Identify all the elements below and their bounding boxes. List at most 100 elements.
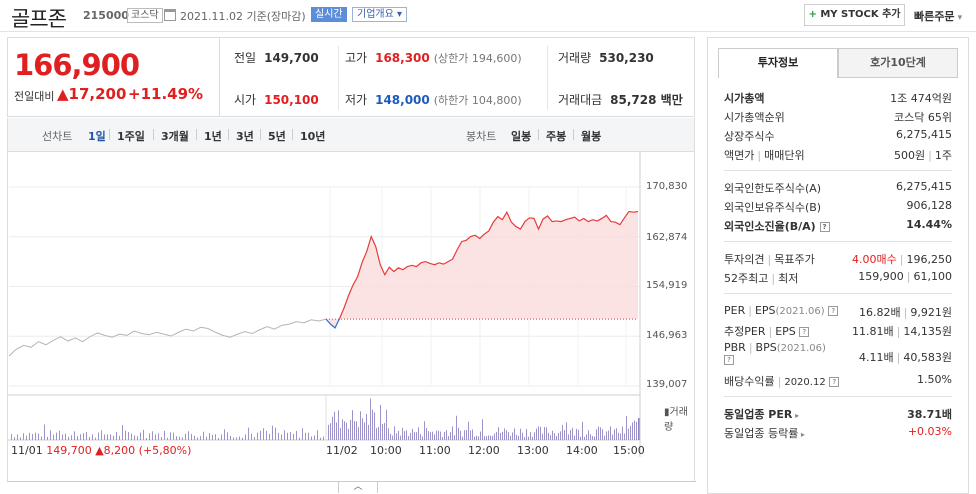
row-value: 1.50% bbox=[917, 373, 952, 386]
x-tick-label: 11/02 bbox=[326, 444, 358, 457]
volume-bar bbox=[257, 432, 258, 440]
my-stock-add-button[interactable]: + MY STOCK 추가 bbox=[804, 4, 905, 26]
stat-value: 150,100 bbox=[264, 93, 319, 107]
volume-bar bbox=[239, 436, 240, 440]
divider: | bbox=[748, 304, 752, 317]
volume-bar bbox=[113, 435, 114, 440]
stat-value: 148,000 bbox=[375, 93, 430, 107]
period-10y[interactable]: 10년 bbox=[300, 130, 326, 143]
row-value: 코스닥 65위 bbox=[894, 111, 952, 124]
volume-bar bbox=[128, 432, 129, 440]
line-chart-label: 선차트 bbox=[42, 130, 73, 143]
tab-investment-info[interactable]: 투자정보 bbox=[718, 48, 838, 78]
volume-bar bbox=[245, 434, 246, 440]
listed-shares-row: 상장주식수 6,275,415 bbox=[724, 128, 952, 144]
plus-icon: + bbox=[808, 9, 821, 20]
period-5y[interactable]: 5년 bbox=[268, 130, 286, 143]
volume-bar bbox=[302, 428, 303, 440]
volume-bar bbox=[552, 430, 553, 440]
row-value: +0.03% bbox=[907, 425, 952, 438]
prev-day-change-pct: (+5,80%) bbox=[138, 444, 192, 457]
price-chart[interactable]: 170,830 162,874 154,919 146,963 139,007 … bbox=[7, 152, 695, 482]
x-tick-label: 15:00 bbox=[613, 444, 645, 457]
volume-bar bbox=[436, 430, 437, 440]
stat-value: 85,728 백만 bbox=[610, 93, 683, 107]
volume-bar bbox=[516, 434, 517, 440]
row-value-part: 1주 bbox=[934, 149, 952, 162]
price-stats: 전일 149,700 고가 168,300 (상한가 194,600) 거래량 530,… bbox=[219, 37, 695, 117]
volume-bar bbox=[368, 424, 369, 440]
row-label-part: 투자의견 bbox=[724, 253, 765, 266]
period-3m[interactable]: 3개월 bbox=[161, 130, 189, 143]
volume-bar bbox=[434, 434, 435, 440]
volume-bar bbox=[390, 433, 391, 440]
volume-bar bbox=[448, 436, 449, 440]
divider bbox=[228, 129, 229, 140]
candle-monthly[interactable]: 월봉 bbox=[581, 130, 602, 143]
volume-bar bbox=[392, 435, 393, 440]
help-icon[interactable]: ? bbox=[828, 306, 839, 316]
divider bbox=[292, 129, 293, 140]
volume-bar bbox=[598, 426, 599, 440]
help-icon[interactable]: ? bbox=[799, 327, 810, 337]
help-icon[interactable]: ? bbox=[724, 355, 734, 365]
candle-daily[interactable]: 일봉 bbox=[511, 130, 532, 143]
stat-label: 저가 bbox=[345, 93, 368, 107]
volume-bar bbox=[194, 435, 195, 440]
volume-bar bbox=[488, 435, 489, 440]
chart-expand-handle[interactable]: ︿ bbox=[338, 481, 378, 493]
row-label: 시가총액 bbox=[724, 92, 765, 105]
divider bbox=[724, 241, 952, 242]
volume-bar bbox=[534, 432, 535, 440]
volume-bar bbox=[616, 428, 617, 440]
row-label: 동일업종 등락률 ▸ bbox=[724, 425, 805, 441]
volume-bar bbox=[251, 433, 252, 440]
row-label-part: 매매단위 bbox=[764, 149, 805, 162]
volume-bar bbox=[221, 434, 222, 440]
volume-bar bbox=[496, 431, 497, 440]
volume-bar bbox=[224, 429, 225, 440]
volume-bar bbox=[77, 436, 78, 440]
volume-bar bbox=[382, 423, 383, 440]
candle-weekly[interactable]: 주봉 bbox=[546, 130, 567, 143]
volume-bar bbox=[416, 432, 417, 440]
period-1w[interactable]: 1주일 bbox=[117, 130, 145, 143]
quick-order-button[interactable]: 빠른주문 ▾ bbox=[914, 8, 962, 24]
volume-bar bbox=[170, 432, 171, 440]
divider: | bbox=[896, 351, 901, 364]
volume-bar bbox=[422, 436, 423, 440]
volume-bar bbox=[119, 435, 120, 440]
volume-legend: ▮거래량 bbox=[664, 403, 694, 433]
help-icon[interactable]: ? bbox=[819, 222, 830, 232]
realtime-button[interactable]: 실시간 bbox=[311, 7, 347, 22]
volume-bar bbox=[59, 430, 60, 440]
volume-bar bbox=[576, 428, 577, 440]
volume-bar bbox=[20, 437, 21, 440]
volume-bar bbox=[592, 435, 593, 440]
volume-bar bbox=[185, 433, 186, 440]
row-value-part: 11.81배 bbox=[852, 325, 894, 338]
divider: | bbox=[899, 253, 904, 266]
pbr-row: PBR | BPS(2021.06) 4.11배 | 40,583원? bbox=[724, 341, 952, 367]
volume-bar bbox=[266, 430, 267, 440]
volume-bar bbox=[179, 436, 180, 440]
help-icon[interactable]: ? bbox=[829, 377, 840, 387]
period-1y[interactable]: 1년 bbox=[204, 130, 222, 143]
row-label: 투자의견 | 목표주가 bbox=[724, 251, 815, 267]
divider: | bbox=[767, 253, 772, 266]
volume-bar bbox=[402, 427, 403, 440]
period-3y[interactable]: 3년 bbox=[236, 130, 254, 143]
row-label: PBR | BPS(2021.06) bbox=[724, 341, 826, 354]
volume-bar bbox=[346, 422, 347, 440]
volume-bar bbox=[444, 431, 445, 440]
change-amount: 17,200 bbox=[68, 85, 127, 103]
volume-bar bbox=[305, 432, 306, 440]
company-info-dropdown[interactable]: 기업개요 ▾ bbox=[352, 7, 408, 22]
volume-bar bbox=[50, 430, 51, 440]
tab-order-book[interactable]: 호가10단계 bbox=[838, 48, 958, 78]
volume-bar bbox=[498, 427, 499, 440]
volume-bar bbox=[71, 435, 72, 440]
period-1d[interactable]: 1일 bbox=[88, 130, 106, 143]
stat-value: 149,700 bbox=[264, 51, 319, 65]
volume-bar bbox=[556, 435, 557, 440]
